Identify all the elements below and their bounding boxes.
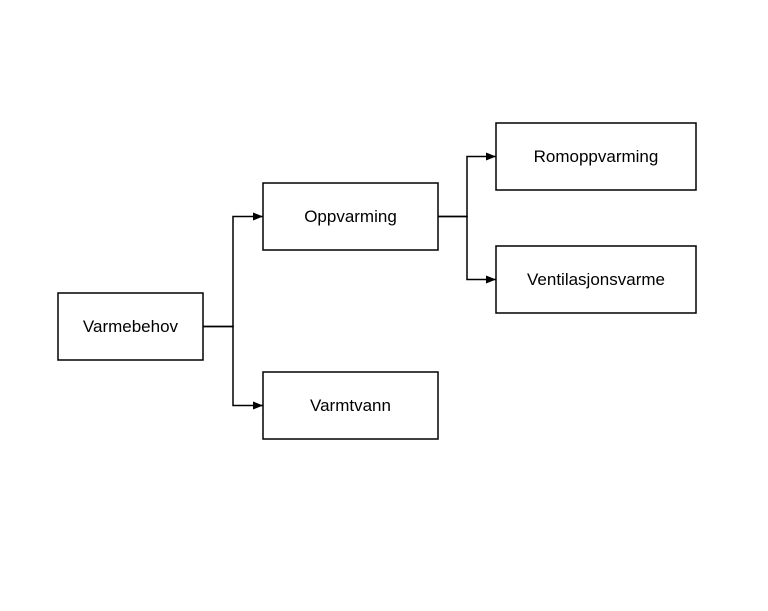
node-varmebehov: Varmebehov <box>58 293 203 360</box>
arrowhead-oppvarming <box>253 213 263 221</box>
node-label-ventilasjonsvarme: Ventilasjonsvarme <box>527 270 665 289</box>
node-label-varmebehov: Varmebehov <box>83 317 179 336</box>
edge-varmebehov-to-varmtvann <box>203 327 263 406</box>
node-label-varmtvann: Varmtvann <box>310 396 391 415</box>
node-varmtvann: Varmtvann <box>263 372 438 439</box>
edge-oppvarming-to-romoppvarming <box>438 157 496 217</box>
node-romoppvarming: Romoppvarming <box>496 123 696 190</box>
node-label-oppvarming: Oppvarming <box>304 207 397 226</box>
edge-oppvarming-to-ventilasjonsvarme <box>438 217 496 280</box>
node-oppvarming: Oppvarming <box>263 183 438 250</box>
arrowhead-varmtvann <box>253 402 263 410</box>
node-label-romoppvarming: Romoppvarming <box>534 147 659 166</box>
node-ventilasjonsvarme: Ventilasjonsvarme <box>496 246 696 313</box>
arrowhead-romoppvarming <box>486 153 496 161</box>
edge-varmebehov-to-oppvarming <box>203 217 263 327</box>
arrowhead-ventilasjonsvarme <box>486 276 496 284</box>
flowchart-canvas: Varmebehov Oppvarming Varmtvann Romoppvarmi… <box>0 0 768 611</box>
